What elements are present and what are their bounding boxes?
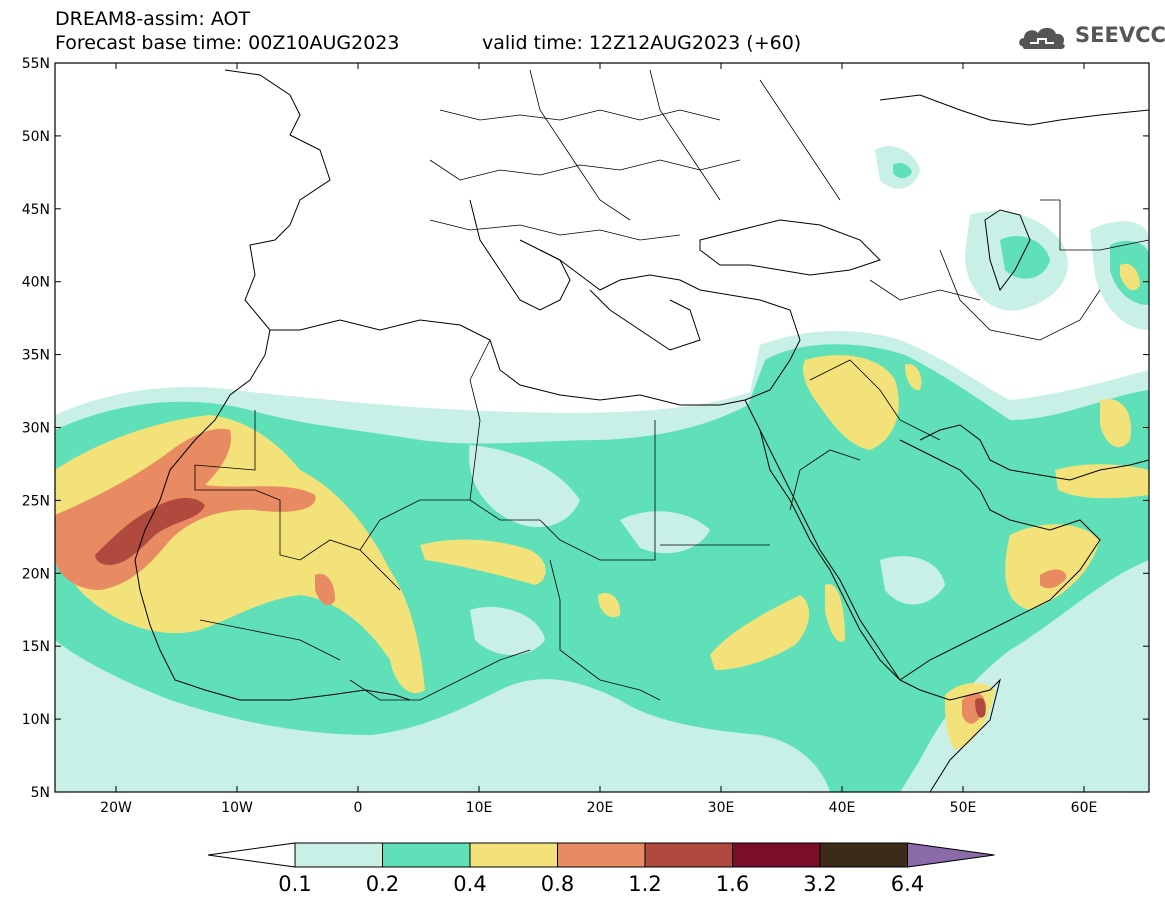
colorbar-segment <box>644 842 733 868</box>
colorbar-segment <box>819 842 908 868</box>
colorbar-label: 0.8 <box>541 872 574 896</box>
colorbar-segment <box>557 842 646 868</box>
aot-level-0.1-pockets <box>469 445 945 655</box>
colorbar-label: 0.2 <box>366 872 399 896</box>
lon-label: 10W <box>221 800 253 816</box>
colorbar-segment <box>469 842 558 868</box>
lat-label: 15N <box>22 639 50 655</box>
colorbar-segment <box>732 842 821 868</box>
colorbar-label: 1.6 <box>716 872 749 896</box>
lat-label: 45N <box>22 202 50 218</box>
logo-text: SEEVCCC <box>1075 23 1165 47</box>
valid-time: valid time: 12Z12AUG2023 (+60) <box>482 32 802 54</box>
lat-label: 30N <box>22 421 50 437</box>
lon-label: 0 <box>354 800 363 816</box>
latitude-axis: 55N 50N 45N 40N 35N 30N 25N 20N 15N 10N 5N <box>22 56 1149 801</box>
longitude-axis: 20W 10W 0 10E 20E 30E 40E 50E 60E <box>100 63 1097 816</box>
aot-colorbar: 0.1 0.2 0.4 0.8 1.2 1.6 3.2 6.4 <box>207 842 995 896</box>
lon-label: 10E <box>466 800 493 816</box>
lon-label: 40E <box>829 800 856 816</box>
lat-label: 40N <box>22 275 50 291</box>
lat-label: 5N <box>31 785 50 801</box>
colorbar-high-arrow <box>907 842 995 868</box>
lon-label: 60E <box>1071 800 1098 816</box>
country-borders <box>194 69 1149 701</box>
map-title: DREAM8-assim: AOT <box>55 8 251 30</box>
lat-label: 10N <box>22 712 50 728</box>
colorbar-label: 6.4 <box>891 872 924 896</box>
colorbar-low-arrow <box>207 842 296 868</box>
colorbar-label: 1.2 <box>628 872 661 896</box>
colorbar-label: 0.1 <box>278 872 311 896</box>
aot-field <box>55 69 1149 792</box>
colorbar-label: 0.4 <box>453 872 486 896</box>
seevccc-cloud-logo-icon <box>1019 27 1065 49</box>
lat-label: 50N <box>22 129 50 145</box>
forecast-base-time: Forecast base time: 00Z10AUG2023 <box>55 32 400 54</box>
colorbar-label: 3.2 <box>803 872 836 896</box>
lon-label: 50E <box>950 800 977 816</box>
lat-label: 25N <box>22 493 50 509</box>
lon-label: 20W <box>100 800 132 816</box>
colorbar-segment <box>382 842 471 868</box>
lon-label: 20E <box>587 800 614 816</box>
colorbar-segment <box>294 842 383 868</box>
aot-level-1.2 <box>95 498 986 718</box>
lon-label: 30E <box>708 800 735 816</box>
lat-label: 35N <box>22 348 50 364</box>
lat-label: 20N <box>22 566 50 582</box>
lat-label: 55N <box>22 56 50 72</box>
